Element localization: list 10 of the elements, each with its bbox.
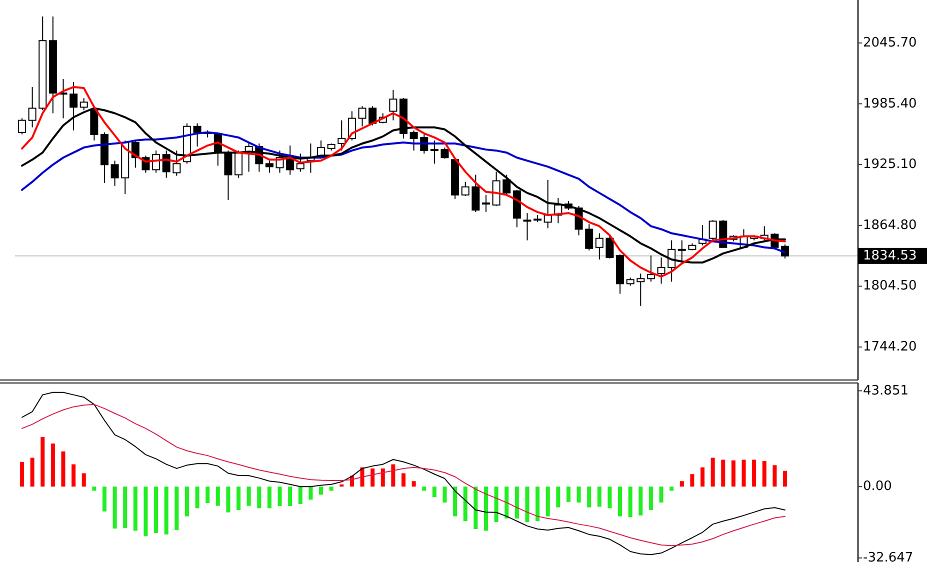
- y-tick-label: 1744.20: [863, 340, 917, 355]
- y-tick-label: 1925.10: [863, 157, 917, 172]
- y-tick-label: 1864.80: [863, 218, 917, 233]
- y-tick-label: 43.851: [863, 383, 908, 398]
- ref-line-label: 1834.53: [863, 248, 917, 264]
- y-tick-label: 0.00: [863, 479, 892, 494]
- y-tick-label: 1985.40: [863, 96, 917, 112]
- y-tick-label: 1804.50: [863, 278, 917, 294]
- y-tick-label: 2045.70: [863, 35, 917, 50]
- y-tick-label: -32.647: [863, 550, 914, 566]
